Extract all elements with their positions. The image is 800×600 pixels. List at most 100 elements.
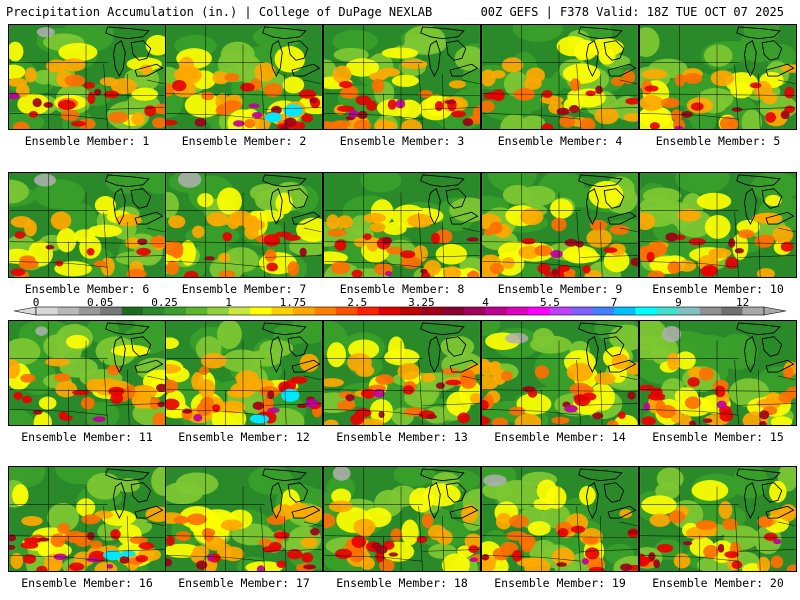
ensemble-map-2 xyxy=(165,24,323,130)
colorbar-swatch xyxy=(485,307,508,315)
ensemble-member-label: Ensemble Member: 17 xyxy=(178,576,310,590)
ensemble-map-13 xyxy=(323,320,481,426)
colorbar-tick-label: 3.25 xyxy=(408,296,435,309)
ensemble-member-label: Ensemble Member: 4 xyxy=(497,134,623,148)
colorbar-swatch xyxy=(100,307,122,315)
colorbar-swatch xyxy=(164,307,187,315)
colorbar-swatch xyxy=(228,307,251,315)
precip-map xyxy=(640,321,796,425)
colorbar-max-arrow xyxy=(763,306,787,316)
ensemble-map-18 xyxy=(323,466,481,572)
colorbar-tick-label: 0.25 xyxy=(151,296,178,309)
colorbar-tick-label: 12 xyxy=(735,296,750,309)
precip-map xyxy=(324,467,480,571)
ensemble-map-6 xyxy=(8,172,166,278)
colorbar-swatch xyxy=(57,307,80,315)
colorbar-swatch xyxy=(143,307,165,315)
ensemble-member-label: Ensemble Member: 18 xyxy=(336,576,468,590)
ensemble-map-4 xyxy=(481,24,639,130)
ensemble-map-17 xyxy=(165,466,323,572)
ensemble-map-1 xyxy=(8,24,166,130)
colorbar-swatch xyxy=(549,307,572,315)
colorbar-tick-label: 0.05 xyxy=(86,296,114,309)
precip-map xyxy=(9,467,165,571)
colorbar-labels: 0 0.05 0.25 1 1.75 2.5 3.25 4 5.5 7 9 12 xyxy=(0,296,800,320)
colorbar-swatch xyxy=(571,307,593,315)
colorbar-swatch xyxy=(464,307,486,315)
ensemble-member-label: Ensemble Member: 6 xyxy=(24,282,150,296)
colorbar-swatch xyxy=(507,307,529,315)
ensemble-member-label: Ensemble Member: 7 xyxy=(181,282,307,296)
colorbar-swatch xyxy=(614,307,636,315)
model-run-label: 00Z GEFS | F378 Valid: 18Z TUE OCT 07 20… xyxy=(480,5,784,19)
colorbar-swatch xyxy=(314,307,337,315)
ensemble-member-label: Ensemble Member: 13 xyxy=(336,430,468,444)
precip-map xyxy=(482,467,638,571)
precip-map xyxy=(9,321,165,425)
ensemble-member-label: Ensemble Member: 11 xyxy=(21,430,153,444)
colorbar-swatch xyxy=(357,307,379,315)
colorbar-swatch xyxy=(699,307,722,315)
colorbar-swatch xyxy=(335,307,358,315)
precip-map xyxy=(324,173,480,277)
precip-map xyxy=(482,173,638,277)
ensemble-map-11 xyxy=(8,320,166,426)
ensemble-member-label: Ensemble Member: 14 xyxy=(494,430,626,444)
colorbar-tick-label: 0 xyxy=(32,296,40,309)
ensemble-member-label: Ensemble Member: 1 xyxy=(24,134,150,148)
colorbar-swatch xyxy=(742,307,765,315)
colorbar-swatch xyxy=(678,307,701,315)
colorbar-legend xyxy=(13,306,787,316)
colorbar-tick-label: 2.5 xyxy=(347,296,368,309)
ensemble-map-5 xyxy=(639,24,797,130)
precip-map xyxy=(640,467,796,571)
colorbar-tick-label: 4 xyxy=(482,296,489,309)
ensemble-member-label: Ensemble Member: 15 xyxy=(652,430,784,444)
precip-map xyxy=(9,25,165,129)
ensemble-map-12 xyxy=(165,320,323,426)
ensemble-member-label: Ensemble Member: 16 xyxy=(21,576,153,590)
colorbar-tick-label: 7 xyxy=(610,296,618,309)
ensemble-member-label: Ensemble Member: 3 xyxy=(339,134,465,148)
colorbar-swatch xyxy=(185,307,208,315)
ensemble-map-7 xyxy=(165,172,323,278)
colorbar-swatch xyxy=(421,307,444,315)
ensemble-member-label: Ensemble Member: 2 xyxy=(181,134,307,148)
precip-map xyxy=(324,321,480,425)
ensemble-map-16 xyxy=(8,466,166,572)
ensemble-map-15 xyxy=(639,320,797,426)
ensemble-map-3 xyxy=(323,24,481,130)
precip-map xyxy=(324,25,480,129)
ensemble-map-9 xyxy=(481,172,639,278)
ensemble-member-label: Ensemble Member: 8 xyxy=(339,282,465,296)
colorbar-swatch xyxy=(592,307,615,315)
page-title: Precipitation Accumulation (in.) | Colle… xyxy=(6,5,433,19)
ensemble-map-8 xyxy=(323,172,481,278)
ensemble-map-20 xyxy=(639,466,797,572)
precip-map xyxy=(9,173,165,277)
colorbar-swatch xyxy=(635,307,658,315)
colorbar-swatch xyxy=(271,307,294,315)
colorbar-tick-label: 5.5 xyxy=(539,296,560,309)
precip-map xyxy=(166,173,322,277)
precip-map xyxy=(166,467,322,571)
ensemble-member-label: Ensemble Member: 20 xyxy=(652,576,784,590)
precip-map xyxy=(482,25,638,129)
precip-map xyxy=(166,321,322,425)
ensemble-map-10 xyxy=(639,172,797,278)
ensemble-member-label: Ensemble Member: 5 xyxy=(655,134,781,148)
colorbar-swatch xyxy=(528,307,551,315)
ensemble-map-19 xyxy=(481,466,639,572)
colorbar-swatch xyxy=(36,307,58,315)
colorbar-swatch xyxy=(292,307,315,315)
colorbar-swatch xyxy=(250,307,272,315)
colorbar-swatch xyxy=(121,307,144,315)
precip-map xyxy=(640,25,796,129)
colorbar-swatch xyxy=(656,307,679,315)
precip-map xyxy=(640,173,796,277)
colorbar-swatch xyxy=(442,307,465,315)
ensemble-member-label: Ensemble Member: 12 xyxy=(178,430,310,444)
page-header: Precipitation Accumulation (in.) | Colle… xyxy=(0,0,800,22)
colorbar-swatch xyxy=(378,307,401,315)
